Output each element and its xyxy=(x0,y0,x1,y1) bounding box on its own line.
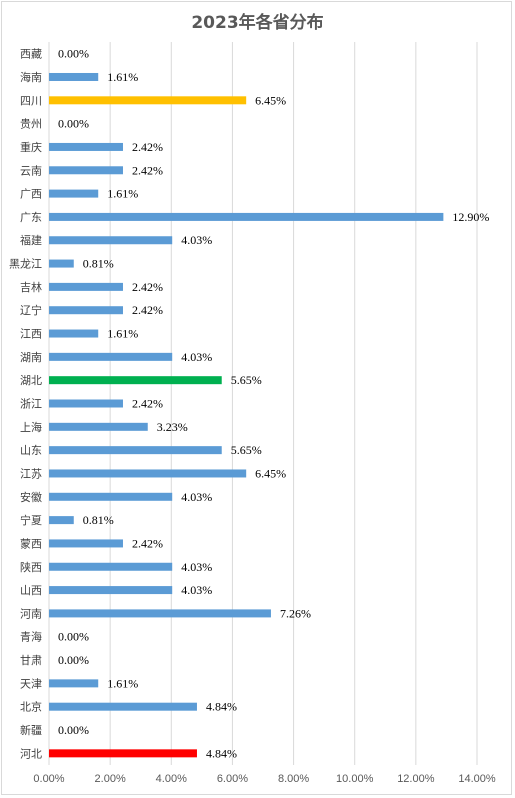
value-label: 2.42% xyxy=(132,163,163,177)
value-label: 2.42% xyxy=(132,140,163,154)
bar xyxy=(49,609,271,618)
value-label: 3.23% xyxy=(157,420,188,434)
category-label: 蒙西 xyxy=(20,537,42,550)
value-label: 4.03% xyxy=(181,560,212,574)
category-label: 青海 xyxy=(20,630,42,644)
bar xyxy=(49,352,173,361)
value-label: 2.42% xyxy=(132,536,163,550)
bar xyxy=(49,166,123,175)
value-label: 2.42% xyxy=(132,280,163,294)
chart-title: 2023年各省分布 xyxy=(191,13,324,33)
category-label: 黑龙江 xyxy=(9,258,42,271)
category-label: 四川 xyxy=(20,94,42,107)
bar xyxy=(49,586,173,595)
category-label: 吉林 xyxy=(20,280,42,294)
x-tick-label: 2.00% xyxy=(95,773,126,785)
category-label: 海南 xyxy=(20,70,42,84)
value-label: 12.90% xyxy=(452,210,489,224)
bar xyxy=(49,562,173,571)
value-label: 0.00% xyxy=(58,723,89,737)
x-tick-label: 6.00% xyxy=(217,773,248,785)
x-tick-label: 4.00% xyxy=(156,773,187,785)
value-label: 0.00% xyxy=(58,630,89,644)
bar xyxy=(49,492,173,501)
category-label: 陕西 xyxy=(20,560,42,574)
category-label: 河北 xyxy=(20,747,42,760)
value-label: 0.81% xyxy=(83,513,114,527)
value-label: 0.00% xyxy=(58,117,89,131)
category-label: 北京 xyxy=(20,700,42,714)
bar xyxy=(49,422,148,431)
x-tick-label: 8.00% xyxy=(278,773,309,785)
value-label: 0.81% xyxy=(83,257,114,271)
category-label: 西藏 xyxy=(20,48,42,61)
category-label: 天津 xyxy=(20,677,42,690)
value-label: 6.45% xyxy=(255,466,286,480)
category-label: 上海 xyxy=(20,420,42,434)
category-label: 广东 xyxy=(20,211,42,224)
value-label: 7.26% xyxy=(280,606,311,620)
bar xyxy=(49,189,99,198)
category-label: 安徽 xyxy=(20,490,42,504)
category-label: 湖南 xyxy=(20,351,42,364)
value-label: 4.84% xyxy=(206,746,237,760)
category-label: 江苏 xyxy=(20,467,42,480)
value-label: 1.61% xyxy=(107,187,138,201)
value-label: 4.03% xyxy=(181,583,212,597)
category-label: 河南 xyxy=(20,607,42,620)
value-label: 4.03% xyxy=(181,350,212,364)
value-label: 1.61% xyxy=(107,676,138,690)
bar xyxy=(49,142,123,151)
bar xyxy=(49,306,123,315)
bar xyxy=(49,376,222,385)
value-label: 2.42% xyxy=(132,397,163,411)
bar xyxy=(49,516,74,525)
value-label: 0.00% xyxy=(58,47,89,61)
x-tick-label: 12.00% xyxy=(397,773,435,785)
value-label: 4.03% xyxy=(181,490,212,504)
bar xyxy=(49,679,99,688)
category-label: 江西 xyxy=(20,328,42,341)
bar xyxy=(49,469,247,478)
category-label: 山西 xyxy=(20,584,42,597)
bar xyxy=(49,259,74,268)
value-label: 4.84% xyxy=(206,700,237,714)
category-label: 宁夏 xyxy=(20,513,42,527)
bar xyxy=(49,446,222,455)
category-label: 福建 xyxy=(20,233,42,247)
category-label: 重庆 xyxy=(20,140,42,154)
bar xyxy=(49,399,123,408)
bar xyxy=(49,749,197,758)
x-tick-label: 0.00% xyxy=(33,773,64,785)
bar xyxy=(49,539,123,548)
category-label: 广西 xyxy=(20,188,42,201)
category-label: 新疆 xyxy=(20,723,42,737)
value-label: 5.65% xyxy=(231,373,262,387)
bar xyxy=(49,72,99,81)
category-label: 辽宁 xyxy=(20,303,42,317)
bar xyxy=(49,329,99,338)
bar xyxy=(49,702,197,711)
bar xyxy=(49,212,444,221)
category-label: 湖北 xyxy=(20,374,42,387)
value-label: 4.03% xyxy=(181,233,212,247)
bar xyxy=(49,96,247,105)
category-label: 贵州 xyxy=(20,118,42,131)
value-label: 5.65% xyxy=(231,443,262,457)
value-label: 1.61% xyxy=(107,327,138,341)
value-label: 0.00% xyxy=(58,653,89,667)
category-label: 云南 xyxy=(20,164,42,177)
x-tick-label: 10.00% xyxy=(336,773,374,785)
value-label: 2.42% xyxy=(132,303,163,317)
category-label: 浙江 xyxy=(20,398,42,411)
value-label: 6.45% xyxy=(255,93,286,107)
category-label: 山东 xyxy=(20,444,42,457)
category-label: 甘肃 xyxy=(20,654,42,667)
x-tick-label: 14.00% xyxy=(458,773,496,785)
bar xyxy=(49,282,123,291)
value-label: 1.61% xyxy=(107,70,138,84)
bar xyxy=(49,236,173,245)
